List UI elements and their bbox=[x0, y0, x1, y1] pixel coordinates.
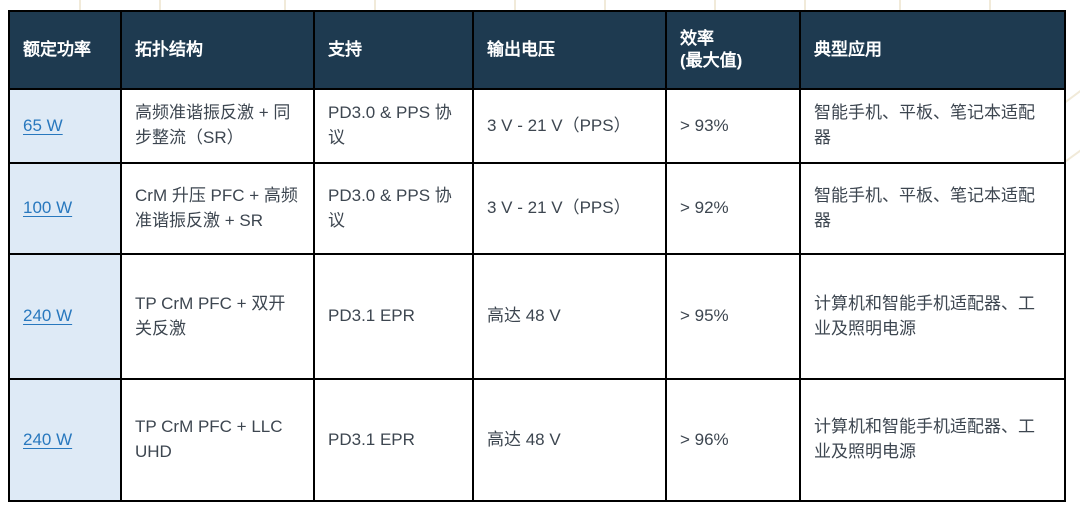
output-voltage-cell: 3 V - 21 V（PPS） bbox=[472, 88, 667, 164]
header-support: 支持 bbox=[313, 10, 474, 90]
table-row: 100 W CrM 升压 PFC + 高频准谐振反激 + SR PD3.0 & … bbox=[8, 162, 1066, 255]
efficiency-cell: > 96% bbox=[665, 378, 801, 502]
applications-cell: 智能手机、平板、笔记本适配器 bbox=[799, 88, 1066, 164]
rated-power-link[interactable]: 240 W bbox=[23, 429, 73, 449]
output-voltage-cell: 3 V - 21 V（PPS） bbox=[472, 162, 667, 255]
rated-power-cell: 240 W bbox=[8, 253, 122, 380]
table-row: 65 W 高频准谐振反激 + 同步整流（SR） PD3.0 & PPS 协议 3… bbox=[8, 88, 1066, 164]
header-typical-applications: 典型应用 bbox=[799, 10, 1066, 90]
power-adapter-spec-table: 额定功率 拓扑结构 支持 输出电压 效率 (最大值) 典型应用 65 W 高频准… bbox=[8, 10, 1066, 502]
topology-cell: CrM 升压 PFC + 高频准谐振反激 + SR bbox=[120, 162, 315, 255]
topology-cell: TP CrM PFC + LLC UHD bbox=[120, 378, 315, 502]
header-output-voltage: 输出电压 bbox=[472, 10, 667, 90]
rated-power-cell: 100 W bbox=[8, 162, 122, 255]
table-row: 240 W TP CrM PFC + LLC UHD PD3.1 EPR 高达 … bbox=[8, 378, 1066, 502]
header-rated-power: 额定功率 bbox=[8, 10, 122, 90]
output-voltage-cell: 高达 48 V bbox=[472, 253, 667, 380]
table-header-row: 额定功率 拓扑结构 支持 输出电压 效率 (最大值) 典型应用 bbox=[8, 10, 1066, 90]
applications-cell: 计算机和智能手机适配器、工业及照明电源 bbox=[799, 253, 1066, 380]
spec-table-container: 额定功率 拓扑结构 支持 输出电压 效率 (最大值) 典型应用 65 W 高频准… bbox=[8, 10, 1066, 502]
topology-cell: TP CrM PFC + 双开关反激 bbox=[120, 253, 315, 380]
support-cell: PD3.0 & PPS 协议 bbox=[313, 88, 474, 164]
header-efficiency: 效率 (最大值) bbox=[665, 10, 801, 90]
rated-power-link[interactable]: 65 W bbox=[23, 115, 63, 135]
rated-power-link[interactable]: 100 W bbox=[23, 198, 73, 218]
topology-cell: 高频准谐振反激 + 同步整流（SR） bbox=[120, 88, 315, 164]
support-cell: PD3.0 & PPS 协议 bbox=[313, 162, 474, 255]
applications-cell: 计算机和智能手机适配器、工业及照明电源 bbox=[799, 378, 1066, 502]
table-row: 240 W TP CrM PFC + 双开关反激 PD3.1 EPR 高达 48… bbox=[8, 253, 1066, 380]
rated-power-cell: 240 W bbox=[8, 378, 122, 502]
support-cell: PD3.1 EPR bbox=[313, 378, 474, 502]
efficiency-cell: > 92% bbox=[665, 162, 801, 255]
header-topology: 拓扑结构 bbox=[120, 10, 315, 90]
efficiency-cell: > 95% bbox=[665, 253, 801, 380]
output-voltage-cell: 高达 48 V bbox=[472, 378, 667, 502]
support-cell: PD3.1 EPR bbox=[313, 253, 474, 380]
efficiency-cell: > 93% bbox=[665, 88, 801, 164]
rated-power-link[interactable]: 240 W bbox=[23, 306, 73, 326]
applications-cell: 智能手机、平板、笔记本适配器 bbox=[799, 162, 1066, 255]
rated-power-cell: 65 W bbox=[8, 88, 122, 164]
